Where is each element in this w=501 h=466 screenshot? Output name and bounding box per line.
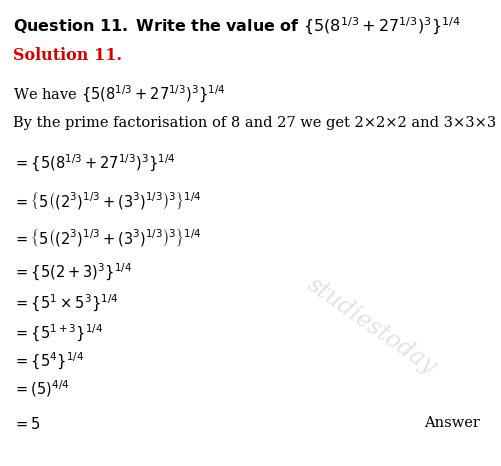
Text: $= 5$: $= 5$ [13, 416, 41, 432]
Text: Solution 11.: Solution 11. [13, 47, 121, 63]
Text: $= \{5^1 \times 5^3\}^{1/4}$: $= \{5^1 \times 5^3\}^{1/4}$ [13, 293, 118, 314]
Text: $= \left\{5\left(8^{1/3} + 27^{1/3}\right)^3\right\}^{1/4}$: $= \left\{5\left(8^{1/3} + 27^{1/3}\righ… [13, 153, 175, 174]
Text: $= \{5(2 + 3)^3\}^{1/4}$: $= \{5(2 + 3)^3\}^{1/4}$ [13, 262, 131, 283]
Text: studiestoday: studiestoday [302, 273, 439, 379]
Text: By the prime factorisation of 8 and 27 we get 2×2×2 and 3×3×3 respectively.: By the prime factorisation of 8 and 27 w… [13, 116, 501, 130]
Text: $\mathbf{Question\ 11.\ Write\ the\ value\ of}$ $\left\{5\left(8^{1/3} + 27^{1/3: $\mathbf{Question\ 11.\ Write\ the\ valu… [13, 16, 459, 37]
Text: $= \left\{5\left((2^3)^{1/3} + (3^3)^{1/3}\right)^3\right\}^{1/4}$: $= \left\{5\left((2^3)^{1/3} + (3^3)^{1/… [13, 190, 201, 211]
Text: $= \{5^4\}^{1/4}$: $= \{5^4\}^{1/4}$ [13, 350, 83, 371]
Text: $= \left\{5\left((2^3)^{1/3} + (3^3)^{1/3}\right)^3\right\}^{1/4}$: $= \left\{5\left((2^3)^{1/3} + (3^3)^{1/… [13, 227, 201, 248]
Text: Answer: Answer [423, 416, 479, 430]
Text: We have $\left\{5\left(8^{1/3} + 27^{1/3}\right)^3\right\}^{1/4}$: We have $\left\{5\left(8^{1/3} + 27^{1/3… [13, 84, 224, 105]
Text: $= (5)^{4/4}$: $= (5)^{4/4}$ [13, 378, 69, 399]
Text: $= \{5^{1+3}\}^{1/4}$: $= \{5^{1+3}\}^{1/4}$ [13, 322, 102, 343]
